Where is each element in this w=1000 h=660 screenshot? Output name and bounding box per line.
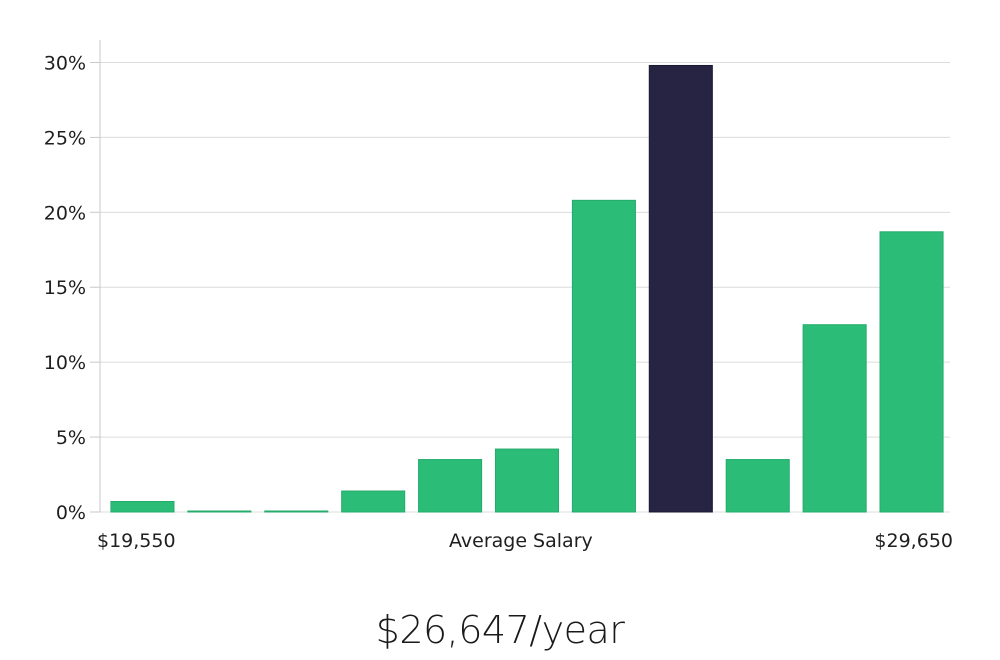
histogram-bar[interactable] [571,199,636,513]
gridlines [100,61,950,513]
histogram-bar[interactable] [418,459,483,513]
x-axis-max-label: $29,650 [874,530,953,552]
histogram-bar[interactable] [187,510,252,513]
y-tick-label: 5% [56,427,86,449]
y-tick-label: 0% [56,502,86,524]
histogram-bar[interactable] [725,459,790,513]
histogram-bar-highlighted[interactable] [648,64,713,513]
histogram-bar[interactable] [802,324,867,513]
histogram-bar[interactable] [341,490,406,513]
x-axis-title: Average Salary [449,530,593,552]
histogram-bar[interactable] [879,231,944,513]
y-tick-label: 30% [44,52,86,74]
y-tick-label: 25% [44,127,86,149]
histogram-bar[interactable] [264,510,329,513]
x-axis-min-label: $19,550 [97,530,176,552]
y-tick-label: 20% [44,202,86,224]
histogram-bar[interactable] [110,501,175,513]
y-tick-label: 10% [44,352,86,374]
salary-histogram-chart: 0% 5% 10% 15% 20% 25% 30% [44,40,950,524]
average-salary-value: $26,647/year [375,608,625,652]
y-tick-label: 15% [44,277,86,299]
histogram-bar[interactable] [494,448,560,513]
